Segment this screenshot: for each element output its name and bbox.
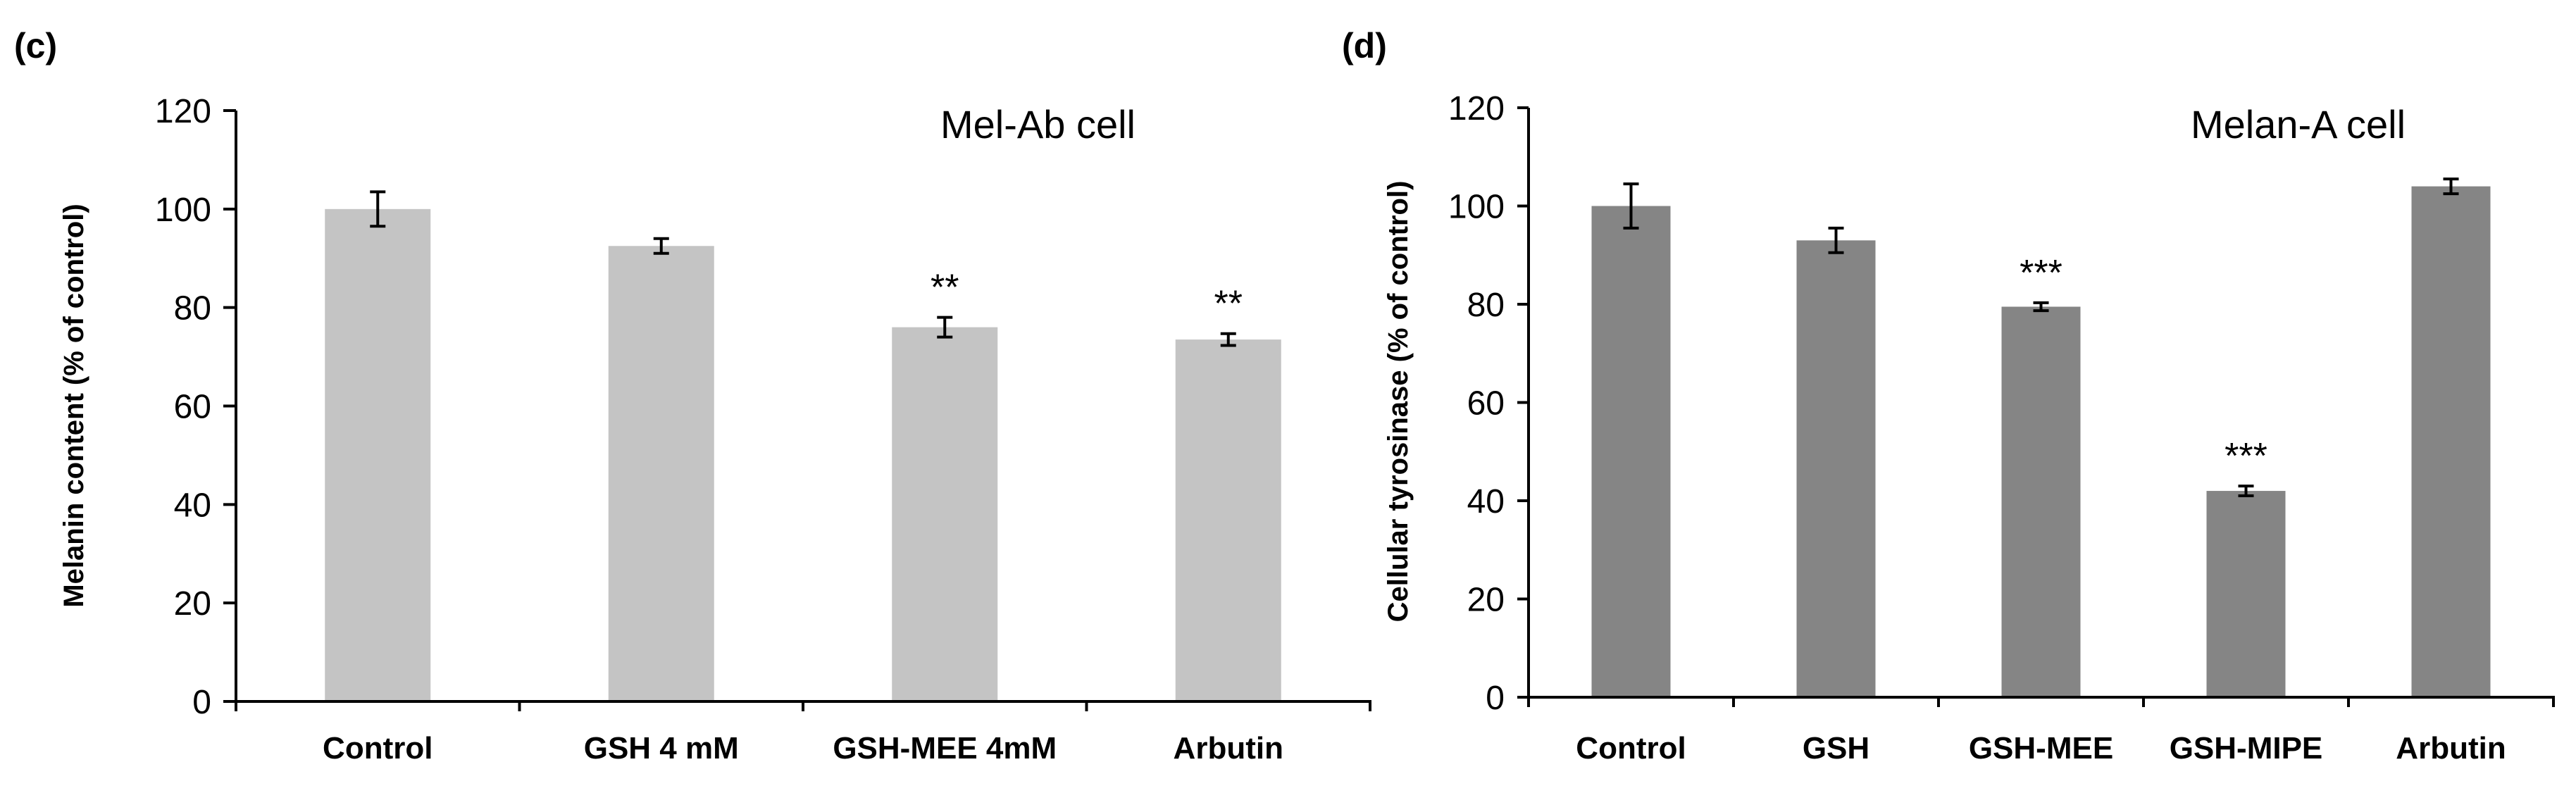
panel-c-bar-1 xyxy=(608,246,714,701)
panel-c-bar-2 xyxy=(892,327,998,702)
panel-d-y-tick-label: 40 xyxy=(1467,483,1505,520)
panel-d-letter: (d) xyxy=(1342,26,1387,65)
panel-c-category-label: Control xyxy=(323,731,433,766)
panel-c-significance-label: ** xyxy=(931,268,959,308)
panel-d-bar-4 xyxy=(2411,186,2491,698)
panel-c-category-label: Arbutin xyxy=(1174,731,1283,766)
panel-d-category-label: Arbutin xyxy=(2396,731,2506,766)
panel-c-marks: 0 20 40 60 80 100 120 Control GSH 4 mM ** GSH-MEE … xyxy=(155,93,1371,766)
panel-c-y-axis-label: Melanin content (% of control) xyxy=(58,204,89,607)
panel-d-significance-label: *** xyxy=(2020,253,2062,294)
panel-c-letter: (c) xyxy=(14,26,57,65)
panel-d-bar-2 xyxy=(2001,306,2081,697)
panel-c-y-tick-label: 100 xyxy=(155,192,211,229)
panel-c-bar-3 xyxy=(1175,339,1281,701)
panel-c-category-label: GSH 4 mM xyxy=(584,731,739,766)
panel-d-y-tick-label: 120 xyxy=(1448,90,1505,127)
panel-c-y-tick-label: 80 xyxy=(174,290,211,327)
panel-c-y-tick-label: 40 xyxy=(174,487,211,524)
panel-d-y-tick-label: 100 xyxy=(1448,189,1505,226)
panel-c-y-tick-label: 0 xyxy=(192,684,211,721)
panel-d-category-label: Control xyxy=(1576,731,1686,766)
panel-d-bar-0 xyxy=(1591,206,1671,697)
panel-d-y-tick-label: 60 xyxy=(1467,385,1505,423)
panel-d-significance-label: *** xyxy=(2225,436,2267,477)
panel-d-y-axis-label: Cellular tyrosinase (% of control) xyxy=(1383,181,1414,623)
panel-c-title: Mel-Ab cell xyxy=(940,102,1135,146)
panel-d-y-tick-label: 0 xyxy=(1486,680,1505,717)
panel-c-y-tick-label: 20 xyxy=(174,585,211,623)
panel-c-y-tick-label: 120 xyxy=(155,93,211,130)
panel-d-bar-1 xyxy=(1796,240,1876,697)
panel-d-y-tick-label: 20 xyxy=(1467,582,1505,619)
panel-d-chart: (d) Melan-A cell Cellular tyrosinase (% … xyxy=(1342,26,2555,766)
panel-c-significance-label: ** xyxy=(1214,284,1243,325)
panel-c-y-tick-label: 60 xyxy=(174,389,211,426)
panel-d-marks: 0 20 40 60 80 100 120 Control GSH *** GSH-MEE *** GS… xyxy=(1448,90,2555,766)
panel-d-y-tick-label: 80 xyxy=(1467,287,1505,324)
panel-c-chart: (c) Mel-Ab cell Melanin content (% of co… xyxy=(14,26,1371,766)
panel-d-category-label: GSH xyxy=(1803,731,1869,766)
panel-d-title: Melan-A cell xyxy=(2191,102,2406,146)
panel-c-bar-0 xyxy=(325,208,431,701)
panel-d-bar-3 xyxy=(2206,491,2286,697)
panel-c-category-label: GSH-MEE 4mM xyxy=(833,731,1057,766)
panel-d-category-label: GSH-MIPE xyxy=(2170,731,2323,766)
panel-d-category-label: GSH-MEE xyxy=(1969,731,2113,766)
